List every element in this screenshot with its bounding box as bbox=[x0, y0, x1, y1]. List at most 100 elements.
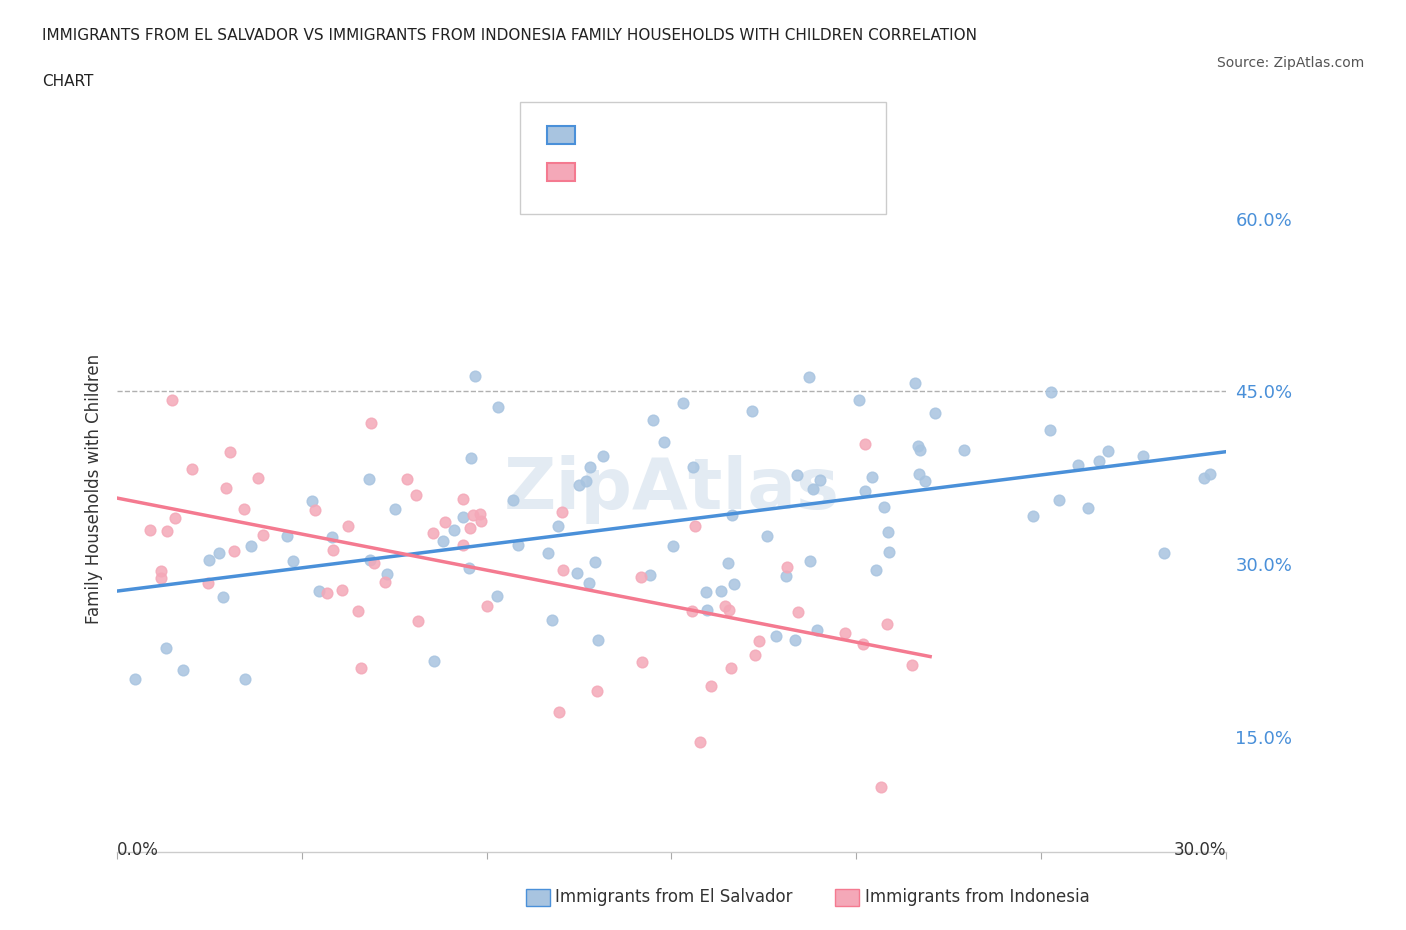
Point bbox=[330, 582, 353, 597]
Point bbox=[877, 545, 900, 560]
Point bbox=[1047, 493, 1070, 508]
Point bbox=[359, 552, 381, 567]
Point bbox=[1132, 448, 1154, 463]
Point bbox=[384, 502, 406, 517]
Point bbox=[583, 555, 606, 570]
Point bbox=[461, 508, 484, 523]
Point bbox=[432, 534, 454, 549]
Point bbox=[865, 563, 887, 578]
Point bbox=[714, 598, 737, 613]
Point bbox=[239, 538, 262, 553]
Text: ZipAtlas: ZipAtlas bbox=[503, 455, 839, 524]
Point bbox=[537, 545, 560, 560]
Point bbox=[357, 472, 380, 486]
Point bbox=[541, 612, 564, 627]
Point bbox=[924, 405, 946, 420]
Point bbox=[873, 499, 896, 514]
Point bbox=[586, 632, 609, 647]
Point bbox=[908, 467, 931, 482]
Text: R =: R = bbox=[583, 126, 626, 144]
Text: 30.0%: 30.0% bbox=[1173, 841, 1226, 859]
Point bbox=[180, 461, 202, 476]
Point bbox=[405, 488, 427, 503]
Point bbox=[641, 412, 664, 427]
Point bbox=[208, 546, 231, 561]
Point bbox=[124, 671, 146, 686]
Point bbox=[682, 460, 704, 475]
Point bbox=[672, 395, 695, 410]
Point bbox=[198, 553, 221, 568]
Point bbox=[553, 563, 575, 578]
Point bbox=[775, 568, 797, 583]
Point bbox=[852, 636, 875, 651]
Point bbox=[876, 617, 898, 631]
Point bbox=[776, 560, 799, 575]
Point bbox=[222, 544, 245, 559]
Point bbox=[810, 472, 832, 487]
Text: CHART: CHART bbox=[42, 74, 94, 89]
Point bbox=[681, 604, 703, 618]
Point bbox=[374, 575, 396, 590]
Point bbox=[163, 510, 186, 525]
Text: IMMIGRANTS FROM EL SALVADOR VS IMMIGRANTS FROM INDONESIA FAMILY HOUSEHOLDS WITH : IMMIGRANTS FROM EL SALVADOR VS IMMIGRANT… bbox=[42, 28, 977, 43]
Point bbox=[502, 492, 524, 507]
Point bbox=[486, 589, 509, 604]
Point bbox=[787, 604, 810, 619]
Point bbox=[214, 481, 236, 496]
Text: 59: 59 bbox=[721, 163, 747, 181]
Point bbox=[900, 658, 922, 672]
Point bbox=[853, 484, 876, 498]
Text: 88: 88 bbox=[721, 126, 747, 144]
Point bbox=[695, 584, 717, 599]
Point bbox=[363, 555, 385, 570]
Point bbox=[783, 632, 806, 647]
Point bbox=[551, 505, 574, 520]
Point bbox=[464, 369, 486, 384]
Point bbox=[1077, 500, 1099, 515]
Point bbox=[212, 590, 235, 604]
Text: 0.460: 0.460 bbox=[626, 126, 688, 144]
Point bbox=[283, 553, 305, 568]
Point bbox=[806, 622, 828, 637]
Point bbox=[1198, 467, 1220, 482]
Text: Immigrants from El Salvador: Immigrants from El Salvador bbox=[534, 888, 793, 907]
Point bbox=[568, 478, 591, 493]
Point bbox=[578, 576, 600, 591]
Point bbox=[301, 494, 323, 509]
Point bbox=[765, 628, 787, 643]
Point bbox=[786, 468, 808, 483]
Point bbox=[717, 555, 740, 570]
Point bbox=[453, 510, 475, 525]
Point bbox=[720, 508, 742, 523]
Text: 0.0%: 0.0% bbox=[117, 841, 159, 859]
Point bbox=[486, 400, 509, 415]
Point bbox=[662, 538, 685, 553]
Point bbox=[337, 518, 360, 533]
Point bbox=[349, 661, 371, 676]
Point bbox=[853, 436, 876, 451]
Point bbox=[1087, 453, 1109, 468]
Point bbox=[834, 626, 856, 641]
Text: R =: R = bbox=[583, 163, 626, 181]
Point bbox=[1039, 422, 1062, 437]
Text: Immigrants from Indonesia: Immigrants from Indonesia bbox=[844, 888, 1090, 907]
Point bbox=[586, 684, 609, 698]
Point bbox=[162, 392, 184, 407]
Point bbox=[1039, 385, 1062, 400]
Point bbox=[799, 554, 821, 569]
Point bbox=[848, 392, 870, 407]
Point bbox=[232, 501, 254, 516]
Point bbox=[1022, 509, 1045, 524]
Point bbox=[422, 526, 444, 541]
Point bbox=[1194, 471, 1216, 485]
Point bbox=[696, 603, 718, 618]
Point bbox=[460, 521, 482, 536]
Point bbox=[460, 450, 482, 465]
Point bbox=[276, 528, 298, 543]
Point bbox=[451, 538, 474, 552]
Point bbox=[139, 523, 162, 538]
Point bbox=[219, 445, 242, 459]
Point bbox=[547, 519, 569, 534]
Y-axis label: Family Households with Children: Family Households with Children bbox=[86, 354, 103, 624]
Point bbox=[304, 503, 326, 518]
